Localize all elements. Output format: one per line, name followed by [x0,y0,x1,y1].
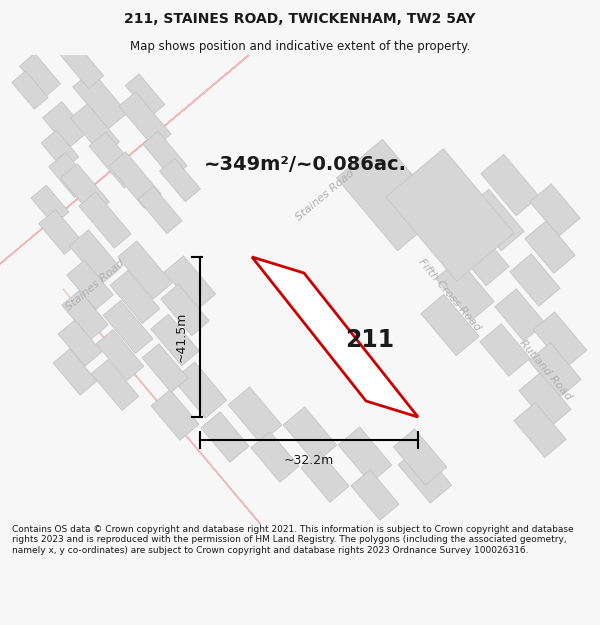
Polygon shape [529,342,581,398]
Polygon shape [451,224,509,286]
Polygon shape [39,209,81,254]
Polygon shape [164,256,215,310]
Polygon shape [96,329,144,381]
Polygon shape [79,192,131,248]
Polygon shape [228,387,282,443]
Polygon shape [125,74,165,116]
Polygon shape [251,432,299,482]
Text: 211: 211 [346,328,395,352]
Polygon shape [71,104,119,156]
Polygon shape [143,131,187,179]
Polygon shape [119,92,171,148]
Polygon shape [89,132,141,188]
Polygon shape [31,185,69,225]
Polygon shape [138,186,182,234]
Polygon shape [283,407,337,463]
Polygon shape [53,349,97,395]
Polygon shape [510,254,560,306]
Polygon shape [73,71,127,129]
Polygon shape [525,221,575,273]
Polygon shape [56,38,104,89]
Polygon shape [67,261,113,309]
Polygon shape [103,301,153,354]
Polygon shape [161,284,209,336]
Polygon shape [421,294,479,356]
Polygon shape [62,291,108,339]
Polygon shape [43,102,88,148]
Polygon shape [58,320,102,366]
Text: Staines Road: Staines Road [294,168,356,222]
Polygon shape [19,53,61,97]
Polygon shape [398,447,452,503]
Polygon shape [91,359,139,411]
Polygon shape [41,130,79,170]
Polygon shape [151,314,199,366]
Polygon shape [393,429,447,485]
Polygon shape [142,344,188,392]
Polygon shape [301,452,349,503]
Polygon shape [252,257,418,417]
Polygon shape [436,259,494,321]
Polygon shape [337,139,443,251]
Polygon shape [118,241,172,299]
Polygon shape [201,412,249,462]
Polygon shape [351,470,399,520]
Polygon shape [160,158,200,202]
Text: ~41.5m: ~41.5m [175,312,188,362]
Polygon shape [466,189,524,251]
Text: Staines Road: Staines Road [64,258,126,312]
Polygon shape [173,362,227,418]
Polygon shape [481,154,539,216]
Text: 211, STAINES ROAD, TWICKENHAM, TW2 5AY: 211, STAINES ROAD, TWICKENHAM, TW2 5AY [124,12,476,26]
Text: Map shows position and indicative extent of the property.: Map shows position and indicative extent… [130,39,470,52]
Polygon shape [61,164,109,216]
Text: Contains OS data © Crown copyright and database right 2021. This information is : Contains OS data © Crown copyright and d… [12,525,574,555]
Polygon shape [519,372,571,428]
Polygon shape [533,312,587,368]
Polygon shape [49,152,91,198]
Text: Rutland Road: Rutland Road [517,338,573,402]
Polygon shape [514,402,566,458]
Text: ~32.2m: ~32.2m [284,454,334,467]
Polygon shape [480,324,530,376]
Text: Fifth Cross Road: Fifth Cross Road [417,257,483,333]
Polygon shape [110,271,160,324]
Polygon shape [70,230,121,284]
Polygon shape [338,427,392,483]
Polygon shape [151,390,199,440]
Polygon shape [109,152,161,208]
Text: ~349m²/~0.086ac.: ~349m²/~0.086ac. [203,156,407,174]
Polygon shape [12,71,48,109]
Polygon shape [386,149,514,281]
Polygon shape [530,184,580,236]
Polygon shape [416,186,503,274]
Polygon shape [495,289,545,341]
